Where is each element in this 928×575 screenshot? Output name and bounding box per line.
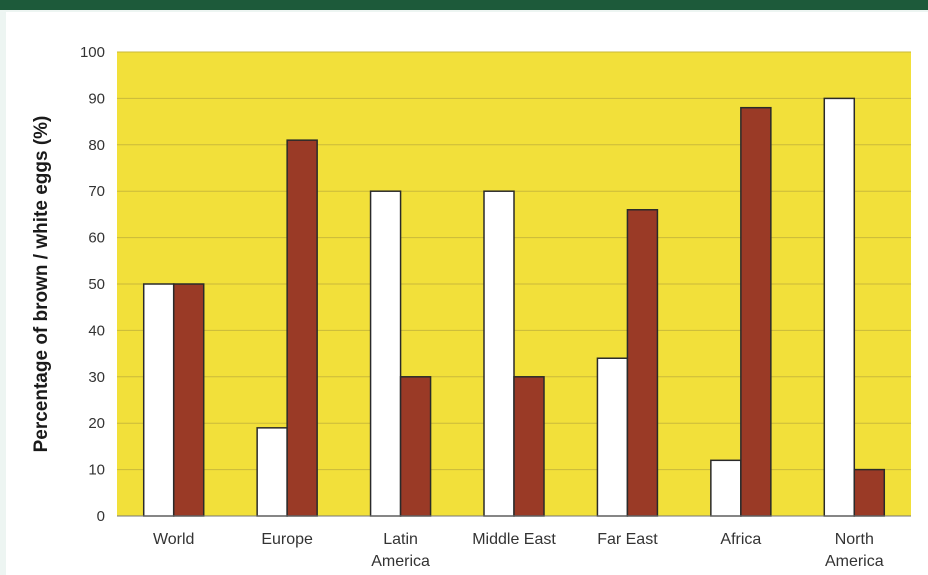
white-bar bbox=[142, 283, 175, 517]
y-tick-label: 50 bbox=[88, 276, 105, 293]
y-tick-label: 20 bbox=[88, 415, 105, 432]
y-tick-label: 0 bbox=[97, 508, 105, 525]
brown-bar bbox=[513, 376, 545, 517]
y-tick-label: 70 bbox=[88, 183, 105, 200]
white-bar bbox=[483, 190, 515, 517]
brown-bar bbox=[286, 139, 318, 517]
brown-bar bbox=[399, 376, 432, 517]
y-tick-label: 30 bbox=[88, 369, 105, 386]
x-tick-label: Middle East bbox=[472, 531, 556, 548]
x-tick-label: World bbox=[153, 531, 195, 548]
brown-bar bbox=[626, 209, 659, 517]
brown-bar bbox=[172, 283, 205, 517]
x-tick-label: Latin America bbox=[371, 531, 430, 570]
white-bar bbox=[256, 427, 288, 517]
x-tick-label: Africa bbox=[720, 531, 761, 548]
x-tick-label: Far East bbox=[597, 531, 658, 548]
y-tick-labels: 0 10 20 30 40 50 60 70 80 90 100 bbox=[80, 44, 105, 525]
y-tick-label: 90 bbox=[88, 90, 105, 107]
y-tick-label: 80 bbox=[88, 137, 105, 154]
brown-bar bbox=[740, 106, 772, 517]
white-bar bbox=[823, 97, 856, 517]
y-tick-label: 100 bbox=[80, 44, 105, 61]
white-bar bbox=[596, 357, 629, 517]
y-tick-label: 60 bbox=[88, 230, 105, 247]
brown-bar bbox=[853, 468, 886, 517]
y-axis-label: Percentage of brown / white eggs (%) bbox=[31, 116, 52, 453]
x-tick-labels: World Europe Latin America Middle East Far Ea… bbox=[153, 531, 884, 570]
top-band bbox=[0, 0, 928, 10]
white-bar bbox=[710, 459, 742, 517]
x-tick-label: Europe bbox=[261, 531, 313, 548]
y-tick-label: 40 bbox=[88, 322, 105, 339]
white-bar bbox=[369, 190, 402, 517]
y-tick-label: 10 bbox=[88, 462, 105, 479]
bars bbox=[142, 97, 886, 517]
x-tick-label: North America bbox=[825, 531, 884, 570]
